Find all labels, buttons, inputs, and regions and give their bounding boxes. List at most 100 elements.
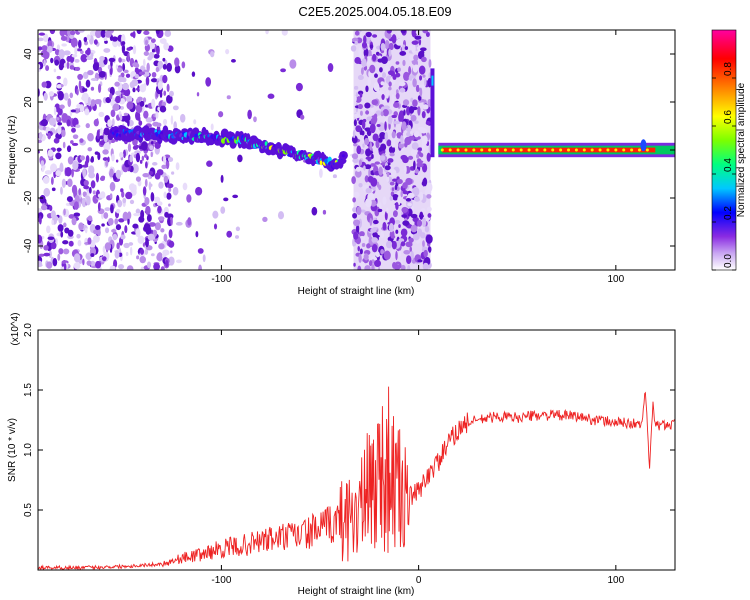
noise-blob xyxy=(408,237,414,243)
noise-blob xyxy=(118,264,125,270)
noise-blob xyxy=(384,211,388,221)
noise-blob xyxy=(386,172,390,178)
noise-blob xyxy=(167,45,174,52)
noise-blob xyxy=(139,256,146,264)
noise-blob xyxy=(78,188,82,196)
noise-blob xyxy=(364,164,372,170)
noise-blob xyxy=(364,127,372,131)
noise-blob xyxy=(54,59,60,66)
noise-blob xyxy=(407,124,412,134)
noise-blob xyxy=(84,95,88,105)
noise-blob xyxy=(414,35,422,40)
noise-blob xyxy=(372,219,379,225)
x-tick-label: -100 xyxy=(211,274,231,285)
noise-blob xyxy=(126,95,133,103)
noise-blob xyxy=(129,154,133,163)
noise-blob xyxy=(353,191,360,198)
noise-blob xyxy=(179,113,186,123)
noise-blob xyxy=(162,74,168,84)
noise-blob xyxy=(56,147,62,152)
noise-blob xyxy=(365,31,372,38)
noise-blob xyxy=(400,30,406,34)
noise-blob xyxy=(166,192,172,200)
noise-blob xyxy=(392,74,397,80)
noise-blob xyxy=(385,89,390,99)
noise-blob xyxy=(38,260,43,267)
noise-blob xyxy=(382,196,387,205)
noise-blob xyxy=(191,71,196,77)
noise-blob xyxy=(374,73,378,78)
noise-blob xyxy=(367,77,371,87)
colorbar-tick-label: 0.2 xyxy=(723,206,734,220)
carrier-peak xyxy=(567,148,571,152)
noise-blob xyxy=(385,240,393,249)
noise-blob xyxy=(157,80,163,91)
noise-blob xyxy=(68,240,74,247)
noise-blob xyxy=(95,225,101,230)
noise-blob xyxy=(387,70,395,76)
noise-blob xyxy=(109,193,113,199)
noise-blob xyxy=(108,57,116,63)
noise-blob xyxy=(104,207,111,212)
noise-blob xyxy=(105,96,112,104)
noise-blob xyxy=(425,234,433,244)
noise-blob xyxy=(102,246,106,253)
noise-blob xyxy=(131,79,139,87)
noise-blob xyxy=(43,244,49,251)
noise-blob xyxy=(93,234,100,243)
noise-blob xyxy=(139,248,145,255)
noise-blob xyxy=(101,223,105,227)
noise-blob xyxy=(78,80,82,90)
noise-blob xyxy=(41,81,47,88)
noise-blob xyxy=(90,99,96,107)
noise-blob xyxy=(427,213,432,218)
noise-blob xyxy=(127,117,130,127)
noise-blob xyxy=(84,227,88,234)
noise-blob xyxy=(401,214,408,218)
noise-blob xyxy=(416,154,420,159)
noise-blob xyxy=(146,62,150,73)
noise-blob xyxy=(127,52,130,63)
noise-blob xyxy=(202,254,206,263)
noise-blob xyxy=(50,176,54,185)
noise-blob xyxy=(156,169,164,176)
noise-blob xyxy=(56,75,61,80)
noise-blob xyxy=(247,109,252,120)
noise-blob xyxy=(67,178,73,188)
noise-blob xyxy=(405,198,412,202)
noise-blob xyxy=(205,77,212,87)
noise-blob xyxy=(75,124,81,129)
noise-blob xyxy=(78,39,82,49)
noise-blob xyxy=(354,30,360,36)
noise-blob xyxy=(280,68,286,73)
noise-blob xyxy=(85,79,91,88)
noise-blob xyxy=(352,129,356,139)
noise-blob xyxy=(389,181,395,186)
noise-blob xyxy=(226,230,233,238)
noise-blob xyxy=(115,208,121,214)
noise-blob xyxy=(88,186,92,194)
noise-blob xyxy=(365,187,372,194)
noise-blob xyxy=(364,137,370,146)
noise-blob xyxy=(99,135,104,140)
noise-blob xyxy=(122,211,129,221)
noise-blob xyxy=(370,228,377,233)
noise-blob xyxy=(147,233,155,241)
noise-blob xyxy=(115,169,122,179)
noise-blob xyxy=(372,133,379,142)
noise-blob xyxy=(105,160,109,167)
noise-blob xyxy=(98,111,105,118)
noise-blob xyxy=(94,30,102,39)
noise-blob xyxy=(196,92,200,97)
noise-blob xyxy=(136,30,142,35)
colorbar-tick-label: 0.8 xyxy=(723,62,734,76)
noise-blob xyxy=(132,45,137,55)
carrier-peak xyxy=(464,148,468,152)
noise-blob xyxy=(378,137,383,143)
noise-blob xyxy=(71,217,77,226)
noise-blob xyxy=(424,77,427,87)
noise-blob xyxy=(366,57,371,65)
noise-blob xyxy=(425,31,430,37)
noise-blob xyxy=(104,242,112,251)
